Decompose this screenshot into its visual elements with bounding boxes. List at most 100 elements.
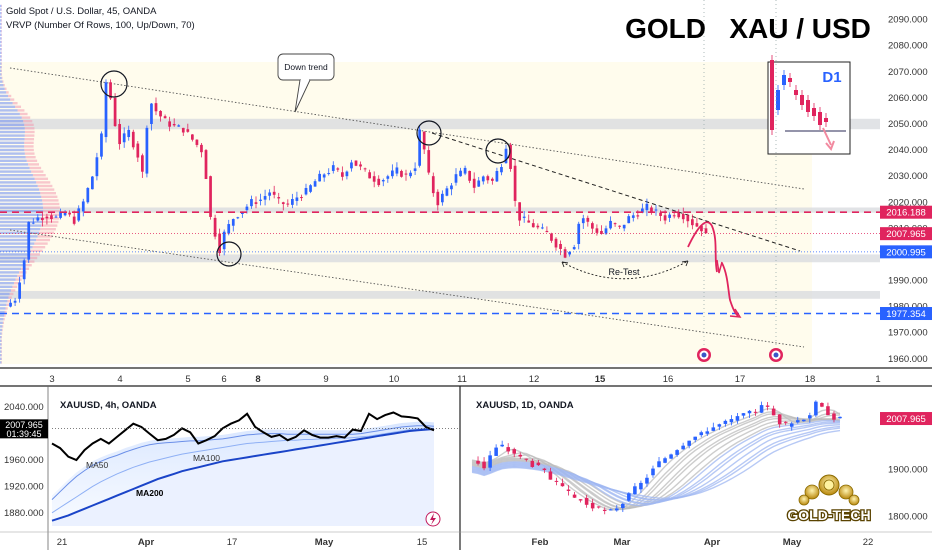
candle-body bbox=[141, 155, 144, 172]
volume-bar-down bbox=[4, 310, 7, 314]
candle-body bbox=[145, 127, 149, 174]
volume-bar-up bbox=[0, 285, 13, 288]
volume-bar-up bbox=[0, 195, 42, 198]
volume-bar-up bbox=[0, 343, 2, 346]
volume-bar-down bbox=[5, 307, 8, 310]
candle-body bbox=[672, 215, 676, 217]
time-tick: 18 bbox=[805, 374, 816, 385]
volume-bar-up bbox=[0, 145, 25, 148]
ma100-line bbox=[51, 427, 434, 514]
volume-bar-down bbox=[29, 166, 42, 170]
d1-time-tick: 22 bbox=[863, 537, 874, 548]
d1-inset: D1 bbox=[767, 55, 851, 155]
volume-bar-down bbox=[32, 246, 46, 249]
down-trend-label: Down trend bbox=[284, 62, 328, 72]
volume-bar-up bbox=[0, 267, 21, 270]
candle-body bbox=[631, 215, 635, 218]
candle-body bbox=[550, 233, 553, 241]
price-axis[interactable] bbox=[880, 0, 932, 368]
volume-bar-down bbox=[12, 102, 18, 105]
d1-candle-body bbox=[759, 405, 764, 413]
candle-body bbox=[368, 172, 371, 179]
volume-bar-down bbox=[7, 300, 11, 303]
highlight-circle bbox=[100, 70, 128, 98]
volume-bar-up bbox=[0, 206, 44, 209]
d1-candle-body bbox=[627, 493, 631, 501]
d1-candle-body bbox=[596, 506, 601, 508]
candle-body bbox=[572, 247, 576, 250]
candle-body bbox=[531, 223, 535, 228]
volume-bar-down bbox=[1, 328, 3, 332]
d1-candle-body bbox=[524, 458, 529, 460]
candle-body bbox=[322, 174, 326, 178]
time-tick: 9 bbox=[323, 374, 328, 385]
volume-bar-down bbox=[24, 152, 35, 155]
volume-bar-down bbox=[8, 94, 12, 98]
channel-upper-line bbox=[9, 67, 805, 190]
candle-body bbox=[377, 178, 381, 186]
volume-bar-down bbox=[3, 84, 5, 87]
h4-chart-pane[interactable]: XAUUSD, 4h, OANDA 2040.0002000.0001960.0… bbox=[0, 386, 461, 550]
volume-bar-down bbox=[38, 231, 55, 234]
volume-bar-up bbox=[0, 80, 3, 83]
trend-lines bbox=[9, 67, 805, 348]
inset-candle bbox=[824, 118, 828, 122]
time-axis-ticks: 3 4 5 6 8 9 10 11 12 15 16 17 18 1 bbox=[49, 374, 880, 385]
candle-body bbox=[104, 82, 108, 138]
volume-bar-up bbox=[0, 120, 24, 123]
candle-body bbox=[318, 173, 321, 182]
time-tick: 10 bbox=[389, 374, 400, 385]
volume-bar-up bbox=[0, 210, 44, 213]
highlight-circle bbox=[485, 138, 511, 164]
price-tag-bg bbox=[880, 245, 932, 259]
volume-bar-down bbox=[17, 109, 25, 112]
candle-body bbox=[618, 225, 621, 227]
d1-candle-body bbox=[506, 447, 510, 452]
h4-time-tick: 21 bbox=[57, 537, 68, 548]
candle-body bbox=[118, 124, 121, 145]
retest-label: Re-Test bbox=[608, 267, 640, 277]
candle-body bbox=[68, 212, 71, 215]
volume-bar-up bbox=[0, 260, 25, 263]
candle-body bbox=[513, 165, 517, 201]
volume-bar-down bbox=[1, 8, 2, 11]
volume-bar-up bbox=[0, 357, 2, 360]
volume-bar-down bbox=[34, 177, 49, 180]
candle-body bbox=[686, 215, 690, 222]
highlight-circle bbox=[416, 120, 442, 146]
main-chart-pane[interactable]: Down trend Re-Test D1 bbox=[0, 0, 932, 385]
volume-bar-down bbox=[24, 130, 35, 134]
volume-bar-up bbox=[0, 62, 2, 65]
candle-body bbox=[563, 249, 567, 258]
price-tag-bg bbox=[880, 307, 932, 321]
economic-event-icons[interactable] bbox=[697, 348, 783, 362]
ma200-line bbox=[51, 428, 435, 522]
volume-bar-down bbox=[22, 264, 32, 267]
volume-bar-up bbox=[0, 199, 43, 202]
candle-body bbox=[259, 199, 262, 201]
volume-bar-up bbox=[0, 148, 25, 152]
price-candles bbox=[9, 79, 708, 308]
d1-candle-body bbox=[530, 460, 535, 467]
candle-body bbox=[641, 208, 644, 213]
candle-body bbox=[227, 224, 231, 234]
price-tick: 2090.000 bbox=[888, 15, 928, 26]
volume-bar-up bbox=[0, 282, 14, 285]
volume-bar-up bbox=[0, 321, 3, 324]
price-tick: 2020.000 bbox=[888, 197, 928, 208]
lightning-icon[interactable] bbox=[425, 511, 441, 527]
d1-candle-body bbox=[717, 424, 722, 427]
d1-chart-pane[interactable]: XAUUSD, 1D, OANDA 1900.000 1800.000 2007.… bbox=[471, 400, 932, 548]
candle-body bbox=[400, 170, 403, 177]
time-tick: 4 bbox=[117, 374, 122, 385]
d1-candle-body bbox=[554, 480, 559, 482]
volume-bar-down bbox=[36, 238, 51, 242]
d1-candle-body bbox=[651, 468, 655, 476]
ma50-label: MA50 bbox=[86, 460, 108, 470]
candle-body bbox=[581, 218, 585, 224]
time-tick: 6 bbox=[221, 374, 226, 385]
d1-candle-body bbox=[566, 489, 571, 491]
candle-body bbox=[9, 302, 12, 307]
time-tick: 11 bbox=[457, 374, 467, 385]
candle-body bbox=[536, 225, 540, 228]
